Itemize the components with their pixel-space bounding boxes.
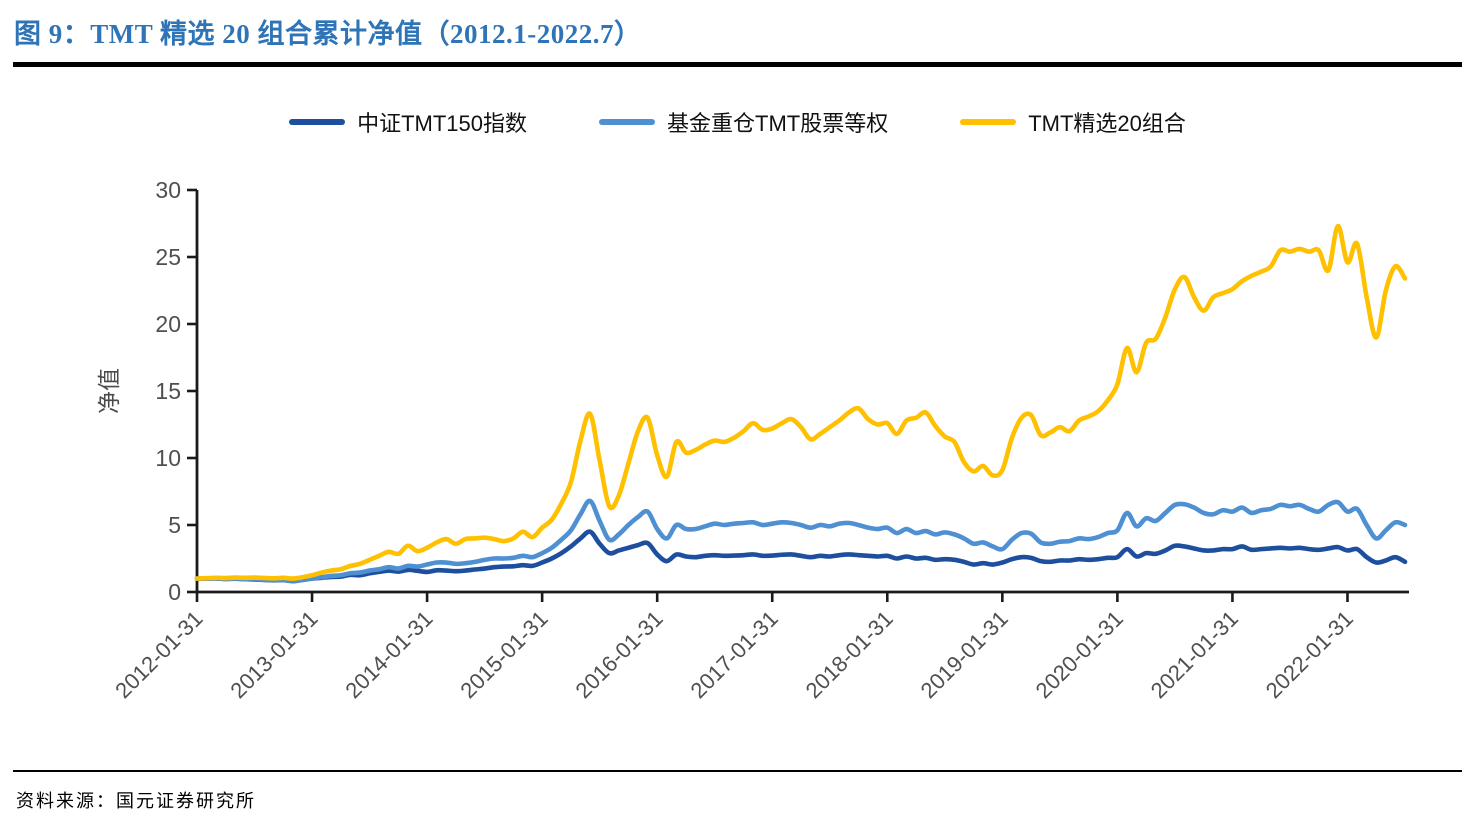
- y-tick-label: 0: [168, 579, 181, 605]
- x-tick-label: 2015-01-31: [455, 606, 552, 703]
- legend-item-tmt150-index: 中证TMT150指数: [289, 106, 527, 138]
- y-axis-title: 净值: [96, 368, 122, 414]
- legend-item-tmt-select-20: TMT精选20组合: [960, 106, 1186, 138]
- x-tick-label: 2017-01-31: [686, 606, 783, 703]
- figure-title: 图 9：TMT 精选 20 组合累计净值（2012.1-2022.7）: [14, 19, 642, 49]
- x-tick-label: 2022-01-31: [1261, 606, 1358, 703]
- x-tick-label: 2012-01-31: [110, 606, 207, 703]
- y-tick-label: 25: [155, 244, 181, 270]
- footer-divider: [13, 770, 1462, 772]
- legend-item-fund-heavy-tmt: 基金重仓TMT股票等权: [599, 106, 888, 138]
- legend-label: TMT精选20组合: [1028, 111, 1186, 136]
- y-tick-label: 30: [155, 177, 181, 203]
- y-tick-label: 15: [155, 378, 181, 404]
- legend-line-swatch-dark-blue: [289, 119, 346, 125]
- x-tick-label: 2018-01-31: [801, 606, 898, 703]
- x-tick-label: 2020-01-31: [1031, 606, 1128, 703]
- y-tick-label: 10: [155, 445, 181, 471]
- x-tick-label: 2013-01-31: [225, 606, 322, 703]
- y-tick-label: 5: [168, 512, 181, 538]
- axis-lines: [195, 190, 1409, 594]
- legend-line-swatch-gold: [960, 119, 1017, 125]
- x-tick-label: 2021-01-31: [1146, 606, 1243, 703]
- chart-legend: 中证TMT150指数 基金重仓TMT股票等权 TMT精选20组合: [0, 106, 1475, 138]
- y-tick-label: 20: [155, 311, 181, 337]
- series-line-2: [194, 223, 1408, 581]
- source-note: 资料来源：国元证券研究所: [16, 791, 256, 811]
- x-tick-label: 2014-01-31: [340, 606, 437, 703]
- x-tick-label: 2016-01-31: [570, 606, 667, 703]
- title-divider: [13, 62, 1462, 67]
- legend-label: 中证TMT150指数: [357, 111, 527, 136]
- legend-label: 基金重仓TMT股票等权: [667, 111, 889, 136]
- series-line-1: [194, 498, 1408, 584]
- series-line-0: [194, 529, 1408, 584]
- x-tick-label: 2019-01-31: [916, 606, 1013, 703]
- legend-line-swatch-light-blue: [599, 119, 655, 125]
